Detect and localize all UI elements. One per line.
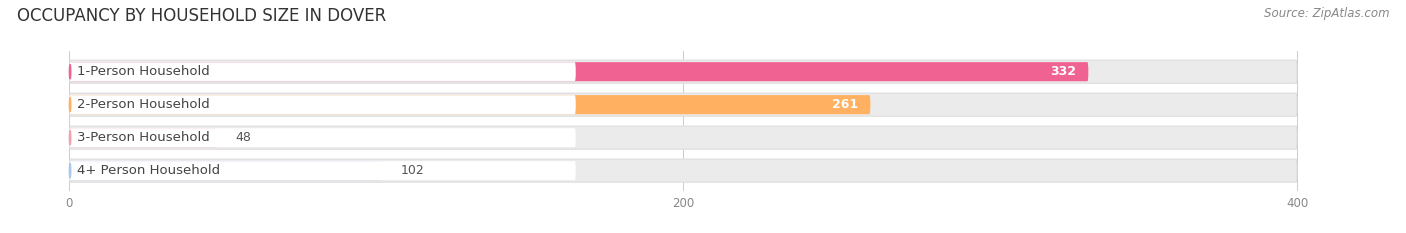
Text: OCCUPANCY BY HOUSEHOLD SIZE IN DOVER: OCCUPANCY BY HOUSEHOLD SIZE IN DOVER (17, 7, 387, 25)
FancyBboxPatch shape (69, 161, 575, 180)
FancyBboxPatch shape (69, 62, 1088, 81)
FancyBboxPatch shape (69, 159, 1298, 182)
Text: 2-Person Household: 2-Person Household (77, 98, 209, 111)
FancyBboxPatch shape (69, 128, 217, 147)
FancyBboxPatch shape (69, 128, 575, 147)
FancyBboxPatch shape (69, 93, 1298, 116)
FancyBboxPatch shape (69, 60, 1298, 83)
Text: 1-Person Household: 1-Person Household (77, 65, 209, 78)
FancyBboxPatch shape (69, 95, 575, 114)
Text: 102: 102 (401, 164, 425, 177)
FancyBboxPatch shape (69, 126, 1298, 149)
FancyBboxPatch shape (69, 62, 575, 81)
FancyBboxPatch shape (69, 161, 382, 180)
Text: 261: 261 (832, 98, 858, 111)
Text: 48: 48 (235, 131, 250, 144)
Text: 332: 332 (1050, 65, 1076, 78)
FancyBboxPatch shape (69, 95, 870, 114)
Text: 3-Person Household: 3-Person Household (77, 131, 209, 144)
Text: 4+ Person Household: 4+ Person Household (77, 164, 221, 177)
Text: Source: ZipAtlas.com: Source: ZipAtlas.com (1264, 7, 1389, 20)
